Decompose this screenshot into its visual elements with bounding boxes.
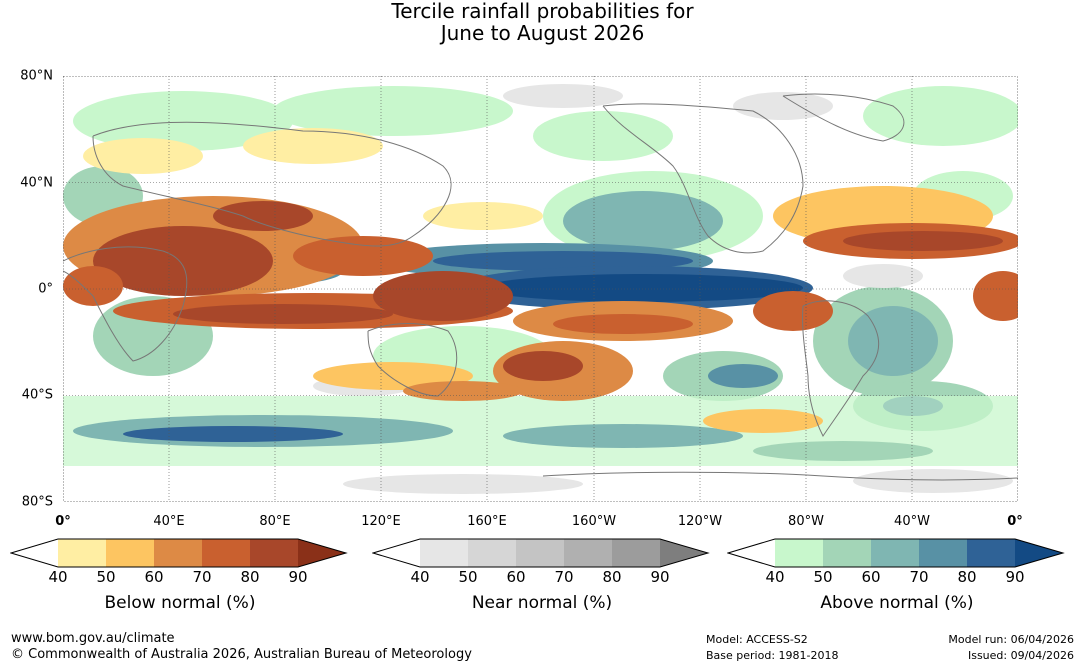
rainfall-probability-map [62,76,1033,502]
legend-above-tick: 60 [861,568,881,586]
legend-below-swatch-80-90 [250,539,298,567]
lat-label-80n: 80°N [20,68,53,84]
legend-above-tick: 40 [765,568,785,586]
lon-label-120w: 120°W [677,514,723,529]
legend-near-normal: 40 50 60 70 80 90 [372,538,712,588]
legend-near-swatch-low [373,539,420,567]
legend-above-swatch-40-50 [775,539,823,567]
map-frame [63,76,1018,502]
legend-below-swatch-60-70 [154,539,202,567]
map-svg [62,76,1033,502]
lon-label-40e: 40°E [153,514,185,529]
footer-url: www.bom.gov.au/climate [11,631,175,646]
legend-near-swatch-high [660,539,708,567]
legend-below-tick: 80 [240,568,260,586]
lat-label-80s: 80°S [21,494,53,510]
legend-below-tick: 40 [48,568,68,586]
legend-below-tick: 50 [96,568,116,586]
lon-label-160w: 160°W [571,514,617,529]
legend-above-ticks: 40 50 60 70 80 90 [727,568,1067,588]
lat-label-40n: 40°N [20,175,53,191]
legend-near-swatch-80-90 [612,539,660,567]
legend-near-colorbar [372,538,710,568]
title-line-2: June to August 2026 [440,21,645,45]
legend-above-tick: 90 [1005,568,1025,586]
lon-label-40w: 40°W [894,514,930,529]
legend-near-tick: 40 [410,568,430,586]
footer-issued: Issued: 09/04/2026 [967,649,1074,662]
legend-above-swatch-60-70 [871,539,919,567]
footer-model: Model: ACCESS-S2 [706,633,808,646]
legend-above-normal: 40 50 60 70 80 90 [727,538,1067,588]
legend-near-tick: 50 [458,568,478,586]
legend-below-normal: 40 50 60 70 80 90 [10,538,350,588]
legend-below-colorbar [10,538,348,568]
below-normal-regions [63,128,1033,433]
lat-label-40s: 40°S [21,387,53,403]
title-line-1: Tercile rainfall probabilities for [391,0,694,23]
legend-below-swatch-50-60 [106,539,154,567]
legend-near-ticks: 40 50 60 70 80 90 [372,568,712,588]
legend-near-tick: 80 [602,568,622,586]
legend-below-tick: 60 [144,568,164,586]
footer-model-run: Model run: 06/04/2026 [948,633,1074,646]
legend-near-title: Near normal (%) [471,593,613,613]
graticule [63,76,1018,502]
lon-label-120e: 120°E [361,514,401,529]
legend-above-swatch-low [728,539,775,567]
lon-label-80w: 80°W [788,514,824,529]
legend-above-swatch-80-90 [967,539,1015,567]
legend-below-swatch-high [298,539,346,567]
chart-title: Tercile rainfall probabilities for June … [0,0,1085,44]
legend-below-swatch-40-50 [58,539,106,567]
legend-above-tick: 50 [813,568,833,586]
coastlines [62,93,1019,481]
legend-above-tick: 80 [957,568,977,586]
legend-near-swatch-60-70 [516,539,564,567]
lon-label-160e: 160°E [467,514,507,529]
legend-near-tick: 60 [506,568,526,586]
legend-above-title: Above normal (%) [820,593,974,613]
lon-label-0-left: 0° [55,514,71,529]
legend-below-swatch-70-80 [202,539,250,567]
lon-label-0-right: 0° [1007,514,1023,529]
legend-near-swatch-50-60 [468,539,516,567]
legend-near-swatch-70-80 [564,539,612,567]
legend-below-ticks: 40 50 60 70 80 90 [10,568,350,588]
legend-below-title: Below normal (%) [104,593,256,613]
legend-near-tick: 70 [554,568,574,586]
footer-base-period: Base period: 1981-2018 [706,649,839,662]
legend-above-swatch-high [1015,539,1063,567]
lat-label-0: 0° [38,281,53,297]
legend-below-tick: 70 [192,568,212,586]
legend-above-tick: 70 [909,568,929,586]
legend-above-colorbar [727,538,1065,568]
legend-above-swatch-50-60 [823,539,871,567]
legend-above-swatch-70-80 [919,539,967,567]
legend-near-swatch-40-50 [420,539,468,567]
legend-below-swatch-low [11,539,58,567]
lon-label-80e: 80°E [259,514,291,529]
footer-copyright: © Commonwealth of Australia 2026, Austra… [11,647,472,662]
legend-below-tick: 90 [288,568,308,586]
legend-near-tick: 90 [650,568,670,586]
